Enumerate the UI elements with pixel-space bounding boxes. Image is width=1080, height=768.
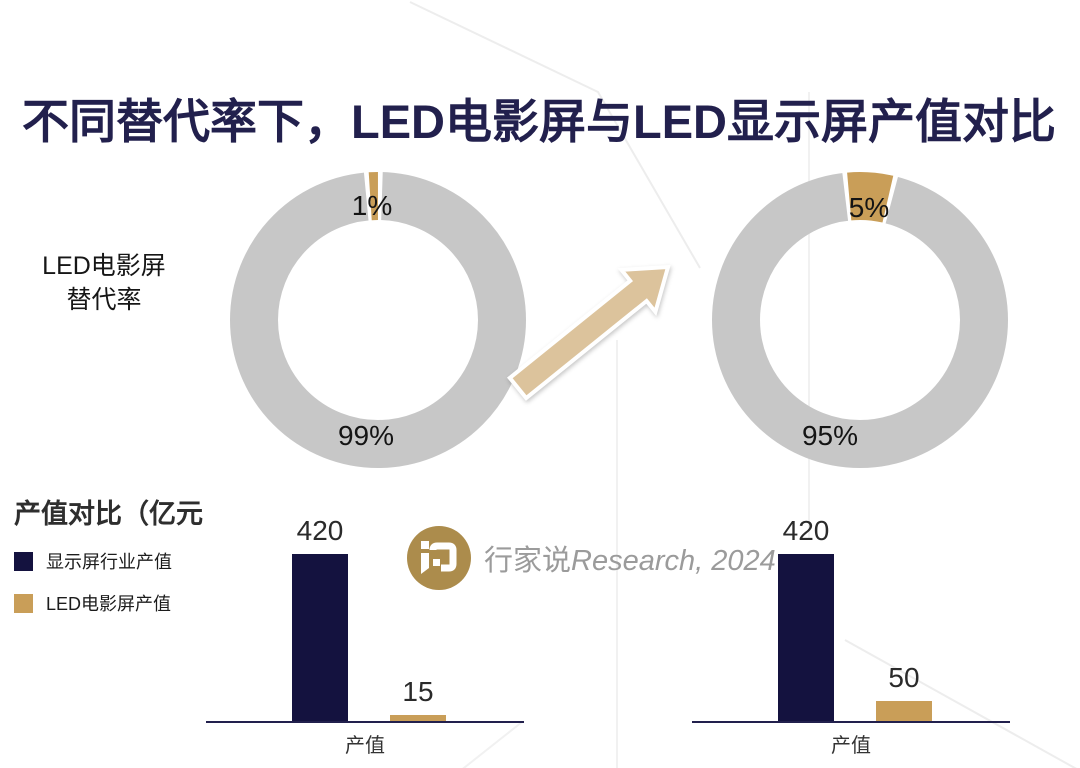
legend-swatch-tan <box>14 593 33 613</box>
bar-value-label: 420 <box>296 515 344 546</box>
bar-display-industry <box>778 554 834 721</box>
legend-swatch-navy <box>14 551 33 571</box>
x-axis <box>692 721 1010 723</box>
bar-chart-output-after: 420 50 产值 <box>692 500 1010 768</box>
donut-slice-label-small: 1% <box>351 190 393 221</box>
bar-column-led-cinema: 15 <box>390 676 446 721</box>
donut-ring <box>229 171 527 469</box>
donut-slice-label-small: 5% <box>848 192 890 223</box>
x-axis-label: 产值 <box>831 735 871 757</box>
hangjiashuo-logo-icon <box>407 526 471 590</box>
bar-led-cinema <box>876 701 932 721</box>
donut-chart-replacement-rate-before: 1% 99% <box>228 170 528 470</box>
donut-chart-replacement-rate-after: 5% 95% <box>710 170 1010 470</box>
bar-value-label: 420 <box>782 515 830 546</box>
x-axis <box>206 721 524 723</box>
increase-arrow <box>500 240 680 420</box>
bar-chart-output-before: 420 15 产值 <box>206 500 524 768</box>
bar-column-led-cinema: 50 <box>876 662 932 721</box>
legend-label: 显示屏行业产值 <box>46 552 172 572</box>
source-text-en: Research, 2024 <box>571 545 776 577</box>
bar-value-label: 15 <box>402 676 434 707</box>
arrow-icon <box>506 264 671 401</box>
donut-slice-label-large: 95% <box>801 420 859 451</box>
source-text-cn: 行家说 <box>484 545 572 577</box>
bar-display-industry <box>292 554 348 721</box>
source-text: 行家说Research, 2024 <box>484 537 776 579</box>
page-title: 不同替代率下，LED电影屏与LED显示屏产值对比 <box>22 95 1056 149</box>
bar-led-cinema <box>390 715 446 721</box>
legend-item-led-cinema: LED电影屏产值 <box>14 590 172 616</box>
replacement-rate-label-line2: 替代率 <box>66 285 142 314</box>
bar-column-display-industry: 420 <box>778 515 834 721</box>
output-comparison-header: 产值对比（亿元 <box>14 499 203 529</box>
legend: 显示屏行业产值 LED电影屏产值 <box>14 548 172 632</box>
donut-slice-label-large: 99% <box>337 420 395 451</box>
source-attribution: 行家说Research, 2024 <box>407 526 776 590</box>
donut-ring <box>711 171 1009 469</box>
legend-label: LED电影屏产值 <box>46 594 172 614</box>
replacement-rate-label-line1: LED电影屏 <box>42 252 166 280</box>
bar-column-display-industry: 420 <box>292 515 348 721</box>
bar-value-label: 50 <box>888 662 920 693</box>
replacement-rate-label: LED电影屏 替代率 <box>18 250 190 318</box>
legend-item-display-industry: 显示屏行业产值 <box>14 548 172 574</box>
x-axis-label: 产值 <box>345 735 385 757</box>
